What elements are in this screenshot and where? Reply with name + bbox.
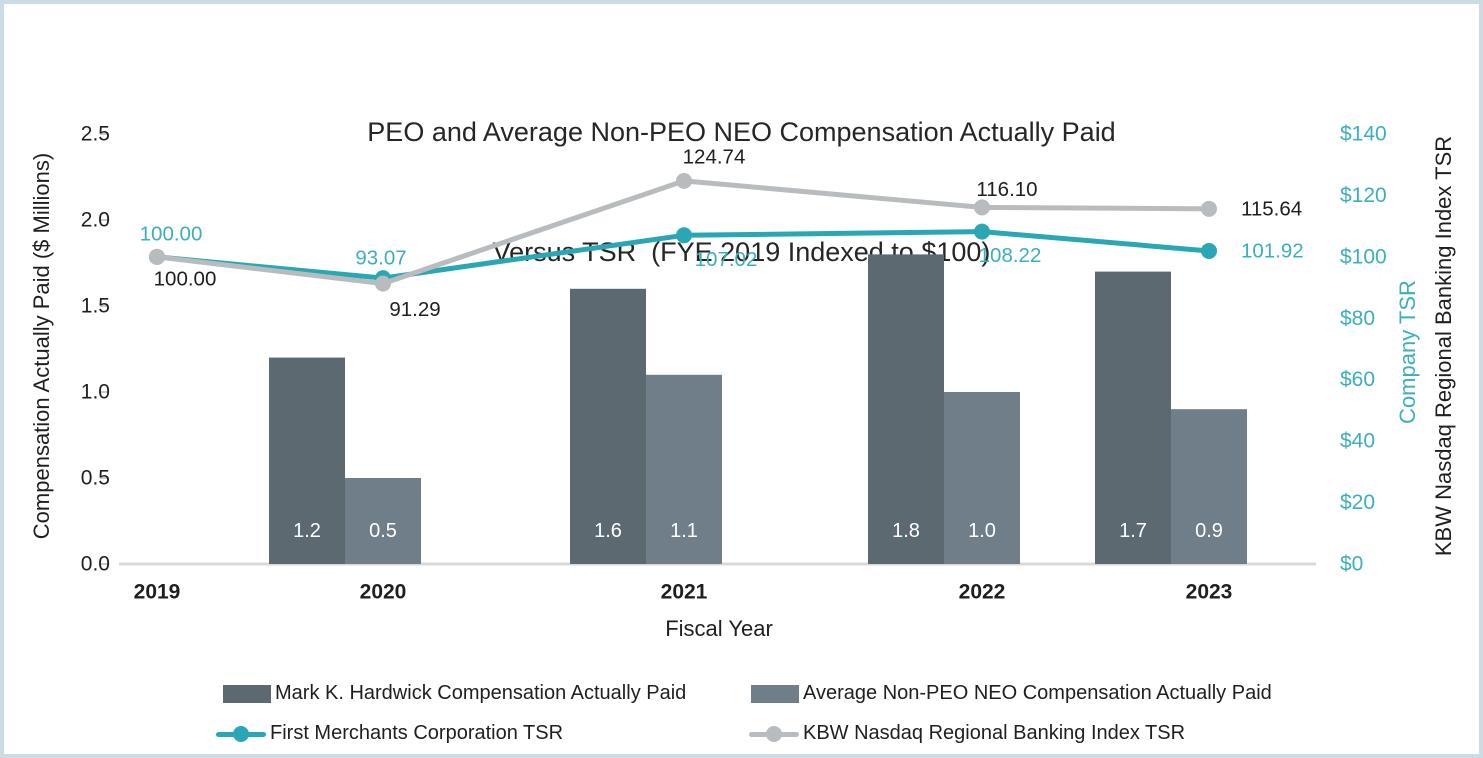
bar-value-label: 1.7: [1119, 520, 1147, 542]
right-axis-tick-label: $80: [1340, 307, 1375, 330]
line-marker: [1201, 200, 1217, 217]
right-axis-tick-label: $0: [1340, 553, 1363, 576]
bar-peo: [570, 288, 646, 564]
bar-neo: [345, 478, 421, 564]
left-axis-tick-label: 1.0: [81, 381, 110, 404]
line-marker: [974, 223, 990, 240]
bar-value-label: 1.2: [293, 520, 321, 542]
bar-value-label: 1.6: [594, 520, 622, 542]
line-value-label: 100.00: [154, 267, 217, 290]
line-marker: [974, 199, 990, 216]
bar-peo: [269, 357, 345, 564]
chart-title: PEO and Average Non-PEO NEO Compensation…: [4, 32, 1479, 352]
chart-title-line2: Versus TSR (FYE 2019 Indexed to $100): [492, 237, 991, 267]
left-axis-tick-label: 0.5: [81, 467, 110, 490]
line-value-label: 108.22: [979, 244, 1042, 267]
left-axis-tick-label: 1.5: [81, 295, 110, 318]
right-axis-tick-label: $120: [1340, 184, 1387, 207]
left-axis-tick-label: 0.0: [81, 553, 110, 576]
line-value-label: 91.29: [389, 298, 440, 321]
x-axis-category-label: 2023: [1186, 581, 1233, 604]
bar-neo: [1171, 409, 1247, 564]
line-value-label: 115.64: [1241, 197, 1302, 220]
bar-value-label: 0.9: [1195, 520, 1223, 542]
line-value-label: 93.07: [355, 247, 406, 270]
line-marker: [1201, 242, 1217, 259]
line-marker: [375, 275, 391, 292]
line-marker: [676, 172, 692, 189]
x-axis-category-label: 2020: [360, 581, 407, 604]
x-axis-category-label: 2022: [959, 581, 1006, 604]
line-value-label: 107.02: [695, 248, 758, 271]
left-axis-tick-label: 2.0: [81, 209, 110, 232]
line-marker: [676, 227, 692, 244]
bar-value-label: 0.5: [369, 520, 397, 542]
x-axis-title: Fiscal Year: [665, 616, 773, 641]
x-axis-category-label: 2021: [661, 581, 708, 604]
bar-peo: [868, 254, 944, 564]
bar-value-label: 1.0: [968, 520, 996, 542]
right-axis-tick-label: $20: [1340, 491, 1375, 514]
right-axis-tick-label: $40: [1340, 430, 1375, 453]
line-marker: [149, 248, 165, 265]
line-value-label: 124.74: [683, 145, 746, 168]
right-axis-tick-label: $140: [1340, 123, 1387, 146]
right-axis-tick-label: $100: [1340, 245, 1387, 268]
bar-neo: [944, 392, 1020, 564]
bar-peo: [1095, 271, 1171, 564]
bar-neo: [646, 374, 722, 564]
line-value-label: 101.92: [1241, 239, 1304, 262]
right-axis-tick-label: $60: [1340, 368, 1375, 391]
chart-title-line1: PEO and Average Non-PEO NEO Compensation…: [367, 117, 1116, 147]
plot-svg: 0.0 0.5 1.0 1.5 2.0 2.5 $0 $20 $40 $60 $80 $100 $120…: [81, 123, 1387, 604]
bar-value-label: 1.8: [892, 520, 920, 542]
left-axis-tick-label: 2.5: [81, 123, 110, 146]
x-axis-category-label: 2019: [134, 581, 181, 604]
bar-value-label: 1.1: [670, 520, 698, 542]
line-value-label: 116.10: [976, 178, 1037, 201]
line-value-label: 100.00: [140, 222, 203, 245]
